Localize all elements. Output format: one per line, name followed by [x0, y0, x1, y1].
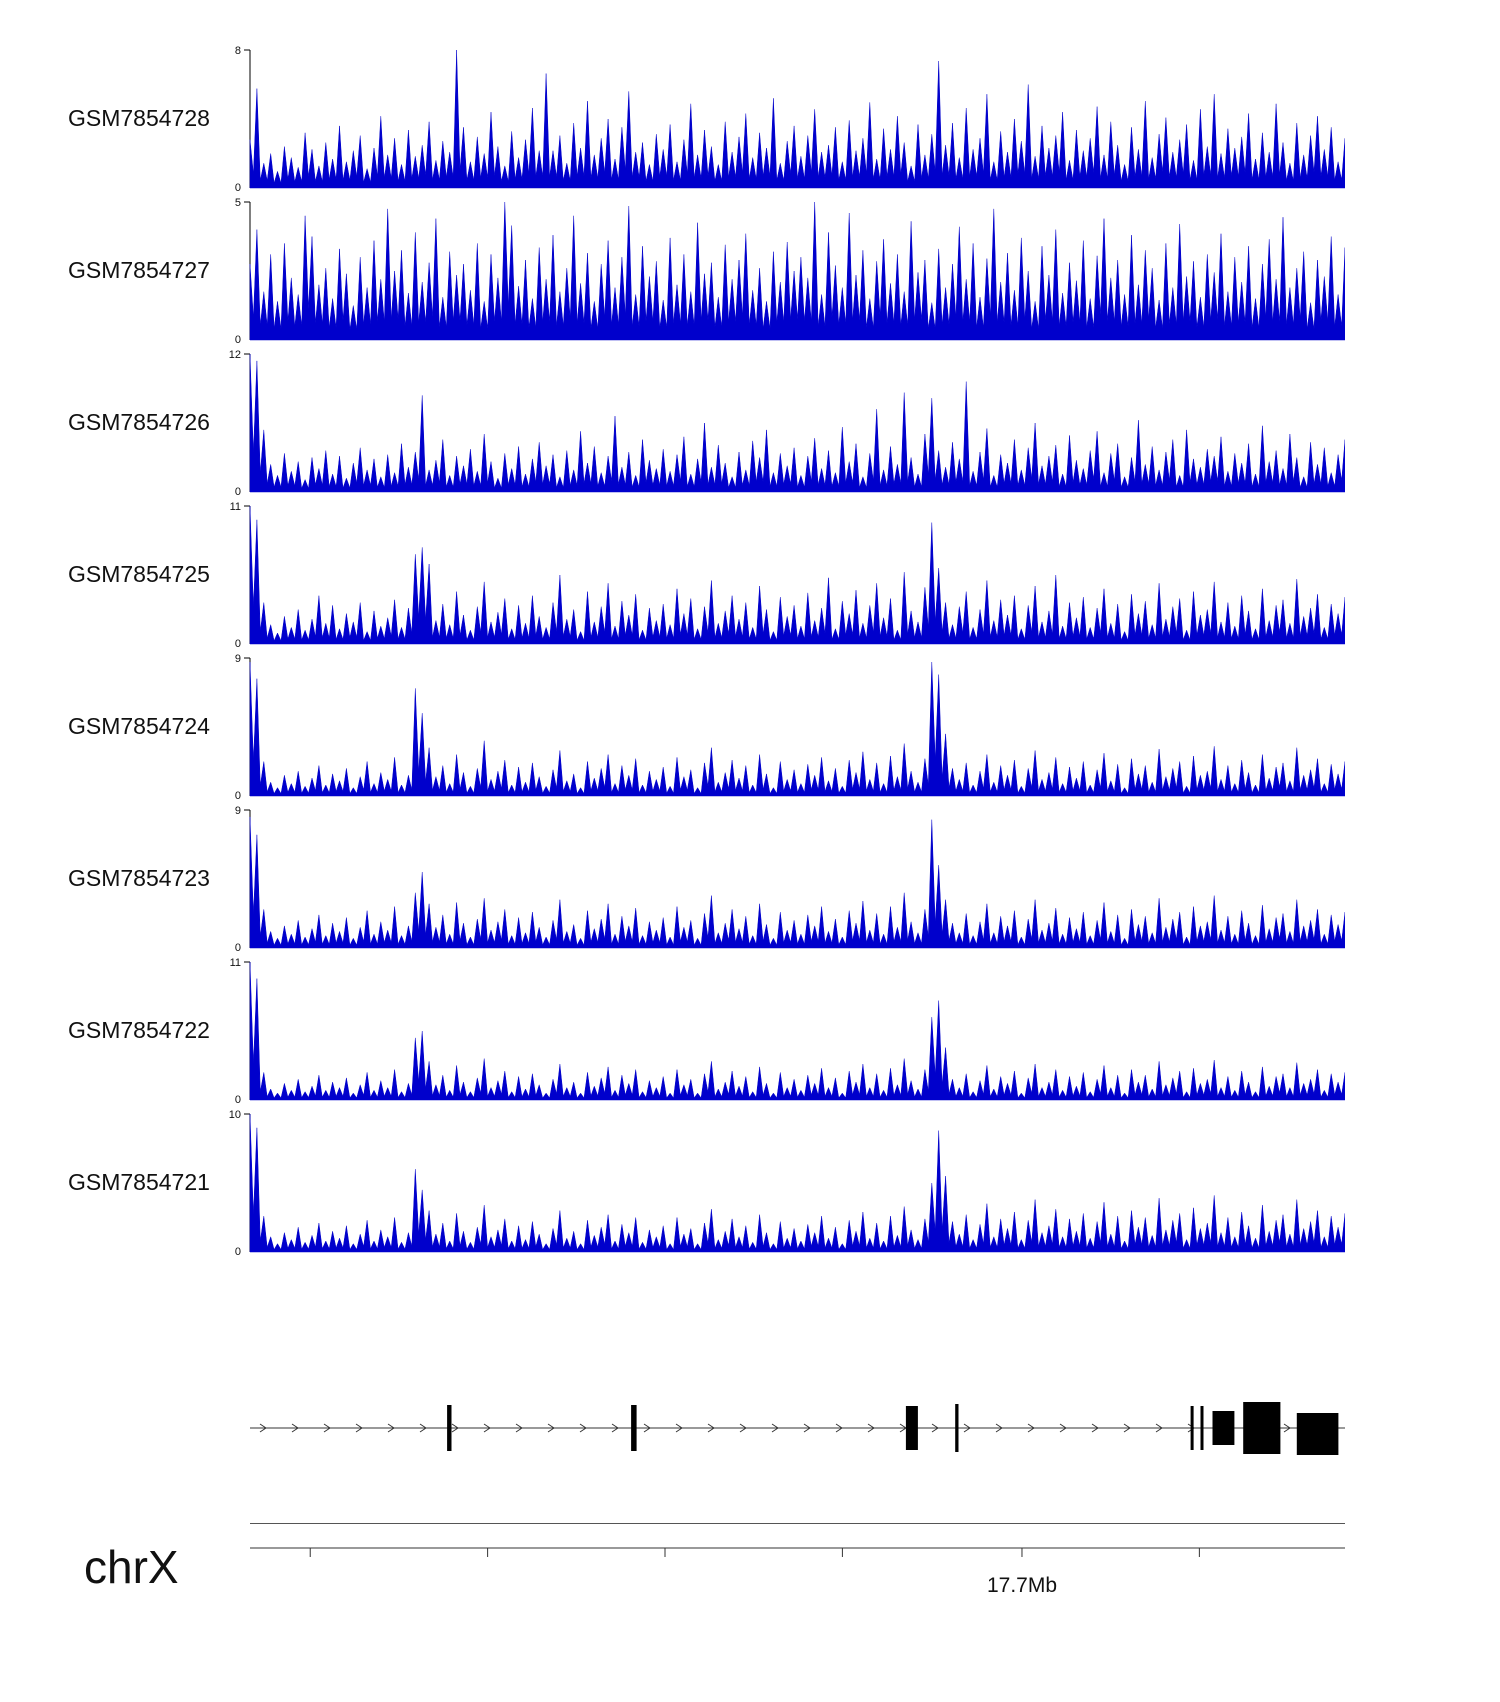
track-label: GSM7854725	[68, 560, 210, 587]
signal-area	[249, 816, 1345, 949]
chromosome-name-label: chrX	[84, 1541, 179, 1593]
track-row: GSM7854726 12 0	[0, 346, 1500, 498]
signal-area	[249, 1113, 1345, 1253]
exon-box	[1200, 1406, 1204, 1450]
gene-track-svg	[250, 1402, 1345, 1455]
track-signal-svg: 80	[235, 45, 1345, 194]
genomic-axis-svg: 17.7Mb	[250, 1547, 1345, 1597]
strand-arrow	[579, 1423, 587, 1433]
ytick-max: 5	[235, 197, 241, 209]
strand-arrow	[675, 1423, 683, 1433]
strand-arrow	[355, 1423, 363, 1433]
tracks: GSM7854728 8 0 GSM7854727 5 0 GSM7854726 12 0 GSM…	[0, 42, 1500, 1258]
ytick-min: 0	[235, 1094, 241, 1106]
exon-box	[1212, 1411, 1235, 1445]
strand-arrow	[803, 1423, 811, 1433]
track-signal-svg: 50	[235, 197, 1345, 346]
track-row: GSM7854728 8 0	[0, 42, 1500, 194]
signal-area	[249, 201, 1345, 341]
ytick-max: 8	[235, 45, 241, 57]
track-label: GSM7854722	[68, 1016, 210, 1043]
ytick-min: 0	[235, 182, 241, 194]
ytick-max: 9	[235, 805, 241, 817]
track-row: GSM7854723 9 0	[0, 802, 1500, 954]
ytick-max: 12	[229, 349, 241, 361]
strand-arrow	[547, 1423, 555, 1433]
exon-box	[1243, 1402, 1281, 1454]
strand-arrow	[963, 1423, 971, 1433]
track-row: GSM7854722 11 0	[0, 954, 1500, 1106]
track-label: GSM7854728	[68, 104, 210, 131]
chromosome-line	[250, 1523, 1345, 1524]
exon-box	[905, 1406, 918, 1450]
ytick-min: 0	[235, 1246, 241, 1258]
strand-arrow	[739, 1423, 747, 1433]
signal-area	[249, 49, 1345, 189]
strand-arrow	[323, 1423, 331, 1433]
strand-arrow	[611, 1423, 619, 1433]
ytick-min: 0	[235, 486, 241, 498]
strand-arrow	[1027, 1423, 1035, 1433]
exon-box	[1296, 1413, 1339, 1455]
strand-arrow	[419, 1423, 427, 1433]
ytick-max: 11	[230, 957, 241, 969]
strand-arrow	[1091, 1423, 1099, 1433]
track-label: GSM7854724	[68, 712, 210, 739]
track-label: GSM7854721	[68, 1168, 210, 1195]
strand-arrow	[1283, 1423, 1291, 1433]
track-row: GSM7854725 11 0	[0, 498, 1500, 650]
ytick-min: 0	[235, 790, 241, 802]
genomic-axis: 17.7Mb	[205, 1544, 1500, 1613]
ytick-min: 0	[235, 942, 241, 954]
ytick-max: 9	[235, 653, 241, 665]
strand-arrow	[995, 1423, 1003, 1433]
ytick-min: 0	[235, 638, 241, 650]
ytick-max: 11	[230, 501, 241, 513]
track-signal-svg: 90	[235, 805, 1345, 954]
strand-arrow	[387, 1423, 395, 1433]
track-row: GSM7854724 9 0	[0, 650, 1500, 802]
ytick-min: 0	[235, 334, 241, 346]
axis-ticks-group	[250, 1547, 1345, 1557]
track-label: GSM7854727	[68, 256, 210, 283]
strand-arrow	[259, 1423, 267, 1433]
track-signal-svg: 12 0	[229, 349, 1345, 498]
track-label: GSM7854723	[68, 864, 210, 891]
strand-arrow	[867, 1423, 875, 1433]
strand-arrow	[1187, 1423, 1195, 1433]
strand-arrow	[515, 1423, 523, 1433]
track-signal-svg: 90	[235, 653, 1345, 802]
track-signal-svg: 10 0	[229, 1109, 1345, 1258]
strand-arrow	[451, 1423, 459, 1433]
axis-position-label: 17.7Mb	[987, 1574, 1057, 1597]
strand-arrow	[643, 1423, 651, 1433]
strand-arrow	[931, 1423, 939, 1433]
strand-arrow	[835, 1423, 843, 1433]
strand-arrow	[707, 1423, 715, 1433]
signal-area	[249, 505, 1345, 645]
track-row: GSM7854721 10 0	[0, 1106, 1500, 1258]
gene-track	[205, 1392, 1500, 1469]
strand-arrow	[1059, 1423, 1067, 1433]
strand-arrow	[291, 1423, 299, 1433]
strand-arrow	[771, 1423, 779, 1433]
signal-area	[249, 353, 1345, 493]
track-row: GSM7854727 5 0	[0, 194, 1500, 346]
track-signal-svg: 11 0	[230, 957, 1345, 1106]
strand-arrow	[1123, 1423, 1131, 1433]
exon-box	[1190, 1406, 1194, 1450]
strand-arrow	[1155, 1423, 1163, 1433]
strand-arrow	[483, 1423, 491, 1433]
signal-area	[249, 662, 1345, 797]
track-label: GSM7854726	[68, 408, 210, 435]
exon-box	[631, 1405, 637, 1451]
ytick-max: 10	[229, 1109, 241, 1121]
exon-box	[447, 1405, 452, 1451]
track-signal-svg: 11 0	[230, 501, 1345, 650]
signal-area	[249, 961, 1345, 1101]
exon-box	[955, 1404, 959, 1452]
